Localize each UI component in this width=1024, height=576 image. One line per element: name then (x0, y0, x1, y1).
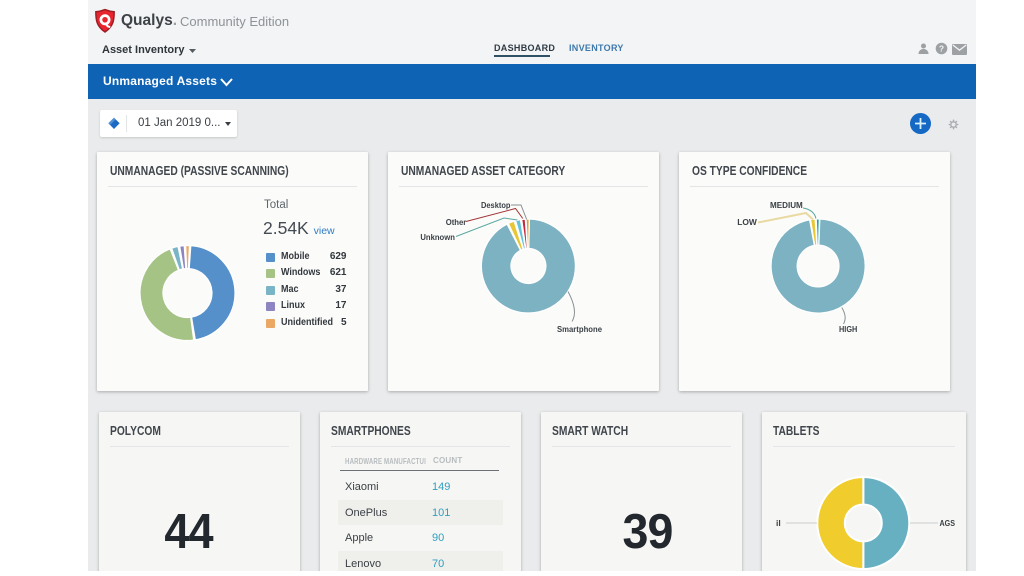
svg-text:Unknown: Unknown (420, 232, 455, 242)
svg-text:LOW: LOW (737, 217, 758, 227)
svg-text:MEDIUM: MEDIUM (770, 200, 803, 210)
svg-text:Smartphone: Smartphone (557, 324, 602, 334)
svg-text:HIGH: HIGH (839, 324, 857, 334)
svg-text:Other: Other (446, 217, 467, 227)
svg-text:?: ? (939, 44, 944, 54)
svg-text:Desktop: Desktop (481, 200, 511, 210)
svg-text:AGS: AGS (940, 518, 956, 528)
svg-text:il: il (776, 518, 781, 528)
